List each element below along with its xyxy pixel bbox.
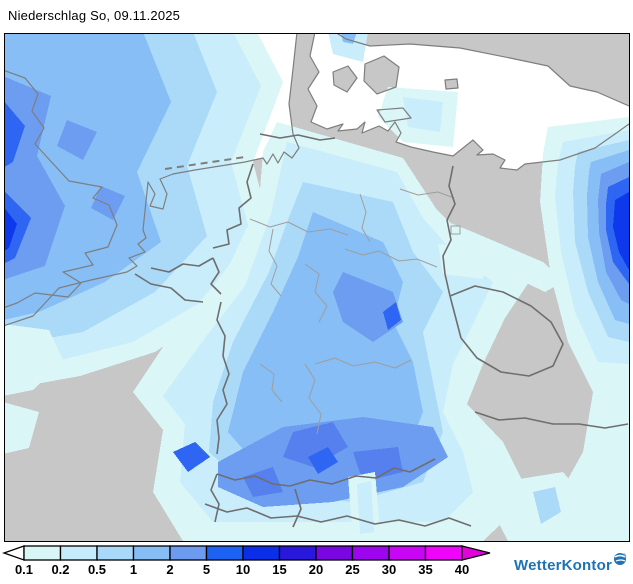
weather-map (4, 33, 630, 542)
precipitation-scale: 0.1 0.2 0.5 1 2 5 10 15 20 25 30 35 40 (2, 545, 491, 577)
legend-segment (59, 545, 98, 561)
wadden-islands-dashes (164, 156, 246, 170)
legend-segment (23, 545, 62, 561)
legend-tick-label: 0.5 (88, 562, 106, 577)
legend-right-arrow (461, 545, 491, 561)
legend-left-arrow (2, 545, 25, 561)
legend-tick-label: 15 (272, 562, 286, 577)
legend-tick-label: 25 (345, 562, 359, 577)
precipitation-layer (5, 34, 629, 541)
legend-segment (424, 545, 463, 561)
legend-segment (242, 545, 281, 561)
coastline-layer (5, 34, 629, 326)
brand-name: WetterKontor (514, 557, 612, 574)
wetterkontor-globe-icon (614, 552, 627, 565)
legend-segment (278, 545, 317, 561)
legend-segment (315, 545, 354, 561)
legend-segment (169, 545, 208, 561)
legend-tick-label: 20 (309, 562, 323, 577)
branding: WetterKontor (514, 552, 627, 576)
country-border-layer (134, 133, 629, 528)
weather-map-canvas (5, 34, 629, 541)
legend-tick-label: 5 (203, 562, 210, 577)
legend-tick-label: 2 (166, 562, 173, 577)
legend-tick-label: 10 (236, 562, 250, 577)
legend-segment (132, 545, 171, 561)
legend-segment (351, 545, 390, 561)
legend-tick-label: 0.2 (51, 562, 69, 577)
legend-segment (205, 545, 244, 561)
state-border-layer (249, 188, 461, 435)
precipitation-legend: 0.1 0.2 0.5 1 2 5 10 15 20 25 30 35 40 (2, 543, 502, 579)
legend-segment (388, 545, 427, 561)
legend-tick-label: 0.1 (15, 562, 33, 577)
legend-tick-label: 40 (455, 562, 469, 577)
legend-tick-label: 35 (418, 562, 432, 577)
legend-tick-label: 30 (382, 562, 396, 577)
legend-tick-label: 1 (130, 562, 137, 577)
map-title: Niederschlag So, 09.11.2025 (8, 8, 181, 23)
legend-segment (96, 545, 135, 561)
